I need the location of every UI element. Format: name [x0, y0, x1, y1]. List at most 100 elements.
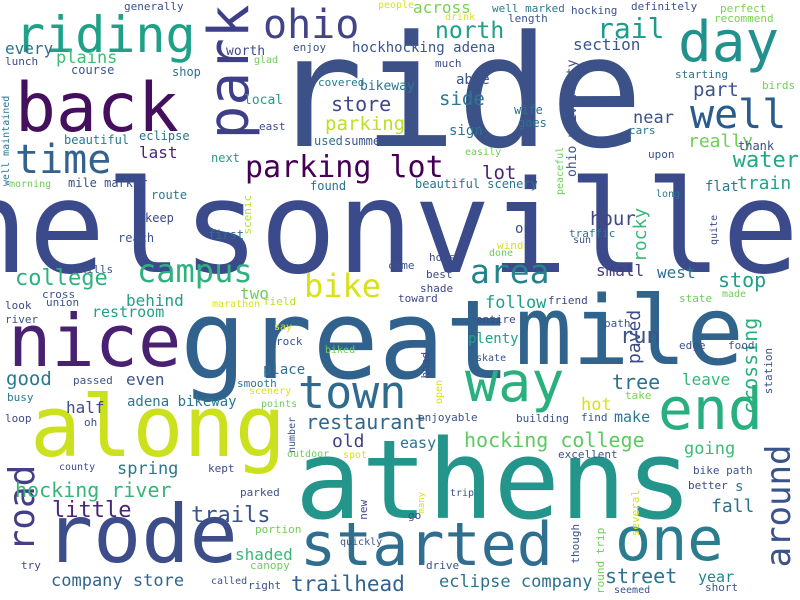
- cloud-word-smooth: smooth: [237, 377, 277, 390]
- cloud-word-easily: easily: [465, 147, 502, 158]
- cloud-word-college: college: [15, 266, 108, 291]
- cloud-word-company-store: company store: [51, 571, 185, 591]
- cloud-word-ohio-university: ohio university: [565, 59, 580, 177]
- cloud-word-eclipse: eclipse: [139, 129, 190, 143]
- cloud-word-enjoy: enjoy: [293, 41, 327, 54]
- cloud-word-water: water: [732, 148, 799, 173]
- cloud-word-short: short: [705, 581, 739, 594]
- cloud-word-hockhocking-adena: hockhocking adena: [352, 40, 496, 56]
- cloud-word-ohio: ohio: [263, 2, 360, 48]
- cloud-word-loop: loop: [5, 412, 32, 425]
- cloud-word-year: year: [698, 568, 735, 586]
- cloud-word-near: near: [633, 108, 674, 128]
- cloud-word-route: route: [151, 188, 188, 202]
- cloud-word-entire: entire: [476, 313, 516, 326]
- cloud-word-riding: riding: [15, 6, 196, 64]
- cloud-word-easy: easy: [400, 434, 437, 452]
- cloud-word-cross: cross: [42, 288, 76, 301]
- cloud-word-drink: drink: [445, 12, 476, 23]
- cloud-word-really: really: [688, 131, 754, 152]
- cloud-word-trails: trails: [191, 503, 271, 528]
- cloud-word-field: field: [263, 295, 297, 308]
- cloud-word-wind: wind: [497, 239, 524, 252]
- cloud-word-way: way: [465, 350, 565, 414]
- cloud-word-old: old: [332, 431, 365, 452]
- cloud-word-covered: covered: [318, 76, 365, 89]
- cloud-word-building: building: [516, 412, 569, 425]
- cloud-word-toward: toward: [398, 292, 438, 305]
- cloud-word-west: west: [657, 263, 696, 282]
- cloud-word-part: part: [693, 79, 739, 101]
- cloud-word-goes: goes: [518, 116, 547, 130]
- cloud-word-park: park: [197, 4, 262, 140]
- cloud-word-try: try: [21, 559, 41, 572]
- cloud-word-ou: ou: [515, 221, 532, 237]
- cloud-word-section: section: [573, 35, 641, 54]
- cloud-word-hour: hour: [590, 208, 636, 230]
- cloud-word-done: done: [489, 248, 514, 259]
- cloud-word-course: course: [71, 63, 115, 77]
- cloud-word-hocking: hocking: [571, 4, 618, 17]
- cloud-word-come: come: [388, 259, 415, 272]
- cloud-word-edge: edge: [679, 339, 706, 352]
- cloud-word-small: small: [596, 261, 645, 280]
- cloud-word-nelsonville: nelsonville: [0, 154, 799, 303]
- cloud-word-beautiful-scenery: beautiful scenery: [415, 177, 538, 191]
- cloud-word-bike: bike: [304, 267, 382, 305]
- cloud-word-peaceful: peaceful: [555, 146, 566, 195]
- cloud-word-round-trip: round trip: [594, 527, 607, 594]
- cloud-word-day: day: [678, 10, 780, 75]
- cloud-word-biked: biked: [325, 345, 356, 356]
- cloud-word-well: well: [690, 92, 787, 138]
- cloud-word-run: run: [620, 324, 660, 349]
- cloud-word-birds: birds: [762, 79, 796, 92]
- cloud-word-take: take: [625, 389, 652, 402]
- cloud-word-shaded: shaded: [235, 545, 293, 564]
- cloud-word-behind: behind: [126, 291, 184, 310]
- cloud-word-spring: spring: [117, 459, 179, 479]
- cloud-word-long: long: [656, 189, 681, 200]
- cloud-word-state: state: [679, 292, 713, 305]
- cloud-word-length: length: [508, 12, 548, 25]
- cloud-word-sun: sun: [573, 235, 592, 246]
- cloud-word-north: north: [435, 18, 505, 44]
- cloud-word-shop: shop: [172, 65, 201, 79]
- cloud-word-train: train: [737, 173, 792, 194]
- cloud-word-rock: rock: [276, 335, 303, 348]
- cloud-word-bikeway: bikeway: [360, 79, 415, 94]
- cloud-word-follow: follow: [485, 293, 547, 313]
- cloud-word-parked: parked: [240, 486, 280, 499]
- cloud-word-rode: rode: [45, 488, 238, 581]
- cloud-word-good: good: [6, 368, 52, 390]
- cloud-word-people: people: [378, 0, 415, 11]
- cloud-word-go: go: [408, 509, 422, 522]
- cloud-word-skate: skate: [476, 353, 507, 364]
- cloud-word-sign: sign: [449, 123, 483, 139]
- cloud-word-parking-lot: parking lot: [245, 150, 444, 185]
- cloud-word-every: every: [5, 39, 54, 58]
- cloud-word-county: county: [59, 462, 96, 473]
- cloud-word-reach: reach: [118, 231, 155, 245]
- cloud-word-store: store: [331, 92, 392, 116]
- cloud-word-open: open: [434, 379, 445, 404]
- cloud-word-though: though: [569, 523, 582, 564]
- cloud-word-thank: thank: [738, 139, 775, 153]
- cloud-word-started: started: [300, 510, 553, 580]
- cloud-word-house: house: [429, 251, 463, 264]
- cloud-word-street: street: [605, 564, 678, 588]
- cloud-word-time: time: [15, 137, 112, 183]
- cloud-word-adena-bikeway: adena bikeway: [127, 394, 237, 410]
- cloud-word-quickly: quickly: [340, 537, 383, 548]
- cloud-word-spot: spot: [343, 450, 368, 461]
- cloud-word-well-maintained: well maintained: [1, 95, 12, 186]
- cloud-word-across: across: [413, 0, 471, 17]
- cloud-word-shade: shade: [420, 282, 454, 295]
- cloud-word-perfect: perfect: [720, 2, 767, 15]
- cloud-word-beautiful: beautiful: [64, 133, 130, 147]
- cloud-word-enjoyable: enjoyable: [418, 411, 478, 424]
- cloud-word-wife: wife: [514, 103, 543, 117]
- cloud-word-friend: friend: [548, 294, 588, 307]
- cloud-word-look: look: [5, 299, 32, 312]
- cloud-word-made: made: [722, 289, 747, 300]
